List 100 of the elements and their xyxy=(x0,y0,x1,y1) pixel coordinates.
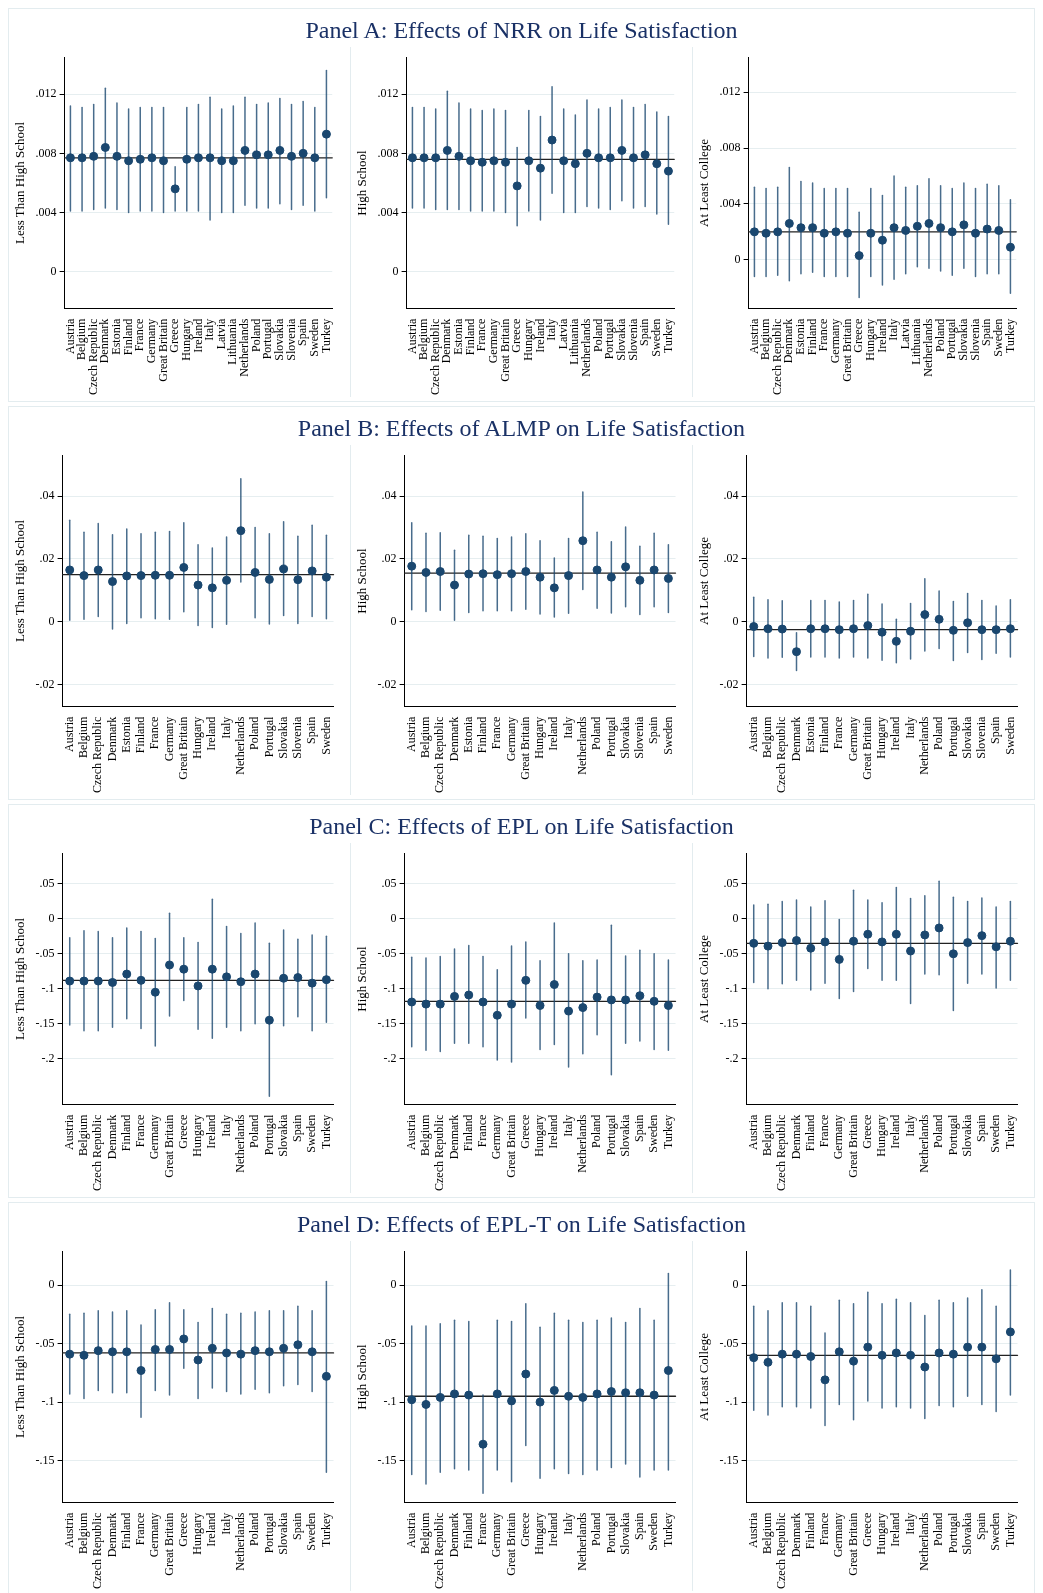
x-tick-label: Slovakia xyxy=(275,1114,290,1157)
point xyxy=(891,1348,901,1358)
point xyxy=(994,225,1004,235)
point xyxy=(947,227,957,237)
y-axis-title: High School xyxy=(354,1343,370,1410)
y-tick-label: .008 xyxy=(35,145,57,160)
point xyxy=(621,995,631,1005)
point xyxy=(629,153,639,163)
point xyxy=(635,575,645,585)
x-tick-label: Greece xyxy=(859,1114,874,1149)
y-tick-label: 0 xyxy=(734,251,741,266)
x-tick-label: Ireland xyxy=(888,1512,903,1547)
point xyxy=(991,625,1001,635)
y-tick-label: -.1 xyxy=(41,980,55,995)
point xyxy=(205,153,215,163)
x-tick-label: Turkey xyxy=(318,318,333,353)
x-tick-label: Slovakia xyxy=(617,716,632,759)
y-tick-label: -.2 xyxy=(383,1050,397,1065)
x-tick-label: Spain xyxy=(632,1114,647,1143)
point xyxy=(649,996,659,1006)
x-tick-label: Poland xyxy=(931,1114,946,1149)
y-axis-title: At Least College xyxy=(696,536,712,625)
point xyxy=(252,150,262,160)
x-tick-label: Hungary xyxy=(532,1114,547,1157)
x-tick-label: Denmark xyxy=(781,318,796,364)
point xyxy=(512,181,522,191)
y-tick-label: -.05 xyxy=(719,945,739,960)
point xyxy=(982,224,992,234)
y-axis-title: At Least College xyxy=(696,934,712,1023)
x-tick-label: Turkey xyxy=(318,1114,333,1149)
point xyxy=(100,142,110,152)
x-tick-label: Portugal xyxy=(261,716,276,758)
x-tick-label: France xyxy=(147,716,162,750)
x-tick-label: Portugal xyxy=(603,716,618,758)
y-tick-label: -.02 xyxy=(719,676,739,691)
point xyxy=(592,1389,602,1399)
point xyxy=(65,976,75,986)
y-tick-label: .012 xyxy=(719,84,741,99)
x-tick-label: Greece xyxy=(859,1512,874,1547)
x-tick-label: Portugal xyxy=(945,1512,960,1554)
y-tick-label: .004 xyxy=(35,204,57,219)
point xyxy=(321,129,331,139)
point xyxy=(165,960,175,970)
point xyxy=(863,929,873,939)
x-tick-label: Denmark xyxy=(446,1114,461,1160)
point xyxy=(179,1334,189,1344)
point xyxy=(877,1350,887,1360)
x-tick-label: Great Britain xyxy=(161,1114,176,1178)
x-tick-label: Hungary xyxy=(874,1512,889,1555)
point xyxy=(279,973,289,983)
x-tick-label: Netherlands xyxy=(916,1512,931,1571)
point xyxy=(310,153,320,163)
x-tick-label: Belgium xyxy=(76,1512,91,1555)
point xyxy=(877,235,887,245)
chart-title: Panel C: Effects of EPL on Life Satisfaction xyxy=(308,812,735,841)
x-tick-label: Spain xyxy=(974,1512,989,1541)
x-tick-label: Hungary xyxy=(190,1114,205,1157)
point xyxy=(193,153,203,163)
x-tick-label: Czech Republic xyxy=(774,716,789,794)
x-tick-label: Lithuania xyxy=(567,318,582,365)
point xyxy=(820,624,830,634)
point xyxy=(906,626,916,636)
x-tick-label: Czech Republic xyxy=(774,1512,789,1590)
point xyxy=(435,1392,445,1402)
point xyxy=(435,567,445,577)
x-tick-label: Turkey xyxy=(1002,1512,1017,1547)
x-tick-label: Finland xyxy=(133,716,148,754)
point xyxy=(901,225,911,235)
y-tick-label: .05 xyxy=(39,876,55,891)
y-tick-label: -.05 xyxy=(719,1335,739,1350)
x-tick-label: Belgium xyxy=(760,716,775,759)
x-tick-label: Greece xyxy=(517,1512,532,1547)
x-tick-label: Austria xyxy=(61,1114,76,1151)
y-axis-title: At Least College xyxy=(696,138,712,227)
y-tick-label: -.02 xyxy=(377,676,397,691)
point xyxy=(792,936,801,946)
point xyxy=(193,1355,203,1365)
point xyxy=(65,1349,75,1359)
point xyxy=(906,946,916,956)
x-tick-label: Italy xyxy=(560,1114,575,1137)
y-tick-label: 0 xyxy=(48,613,55,628)
point xyxy=(1005,1327,1015,1337)
point xyxy=(594,153,604,163)
point xyxy=(617,145,627,155)
y-tick-label: .004 xyxy=(719,196,741,211)
point xyxy=(492,570,502,580)
x-tick-label: Belgium xyxy=(418,1512,433,1555)
x-tick-label: Poland xyxy=(247,1114,262,1149)
x-tick-label: Portugal xyxy=(261,1114,276,1156)
x-tick-label: Italy xyxy=(902,1114,917,1137)
point xyxy=(863,1342,873,1352)
point xyxy=(435,999,445,1009)
point xyxy=(605,153,615,163)
y-tick-label: -.15 xyxy=(377,1015,397,1030)
point xyxy=(207,964,217,974)
y-tick-label: 0 xyxy=(390,911,397,926)
x-tick-label: France xyxy=(475,1512,490,1546)
point xyxy=(263,150,273,160)
x-tick-label: France xyxy=(816,318,831,352)
y-tick-label: -.05 xyxy=(377,1335,397,1350)
